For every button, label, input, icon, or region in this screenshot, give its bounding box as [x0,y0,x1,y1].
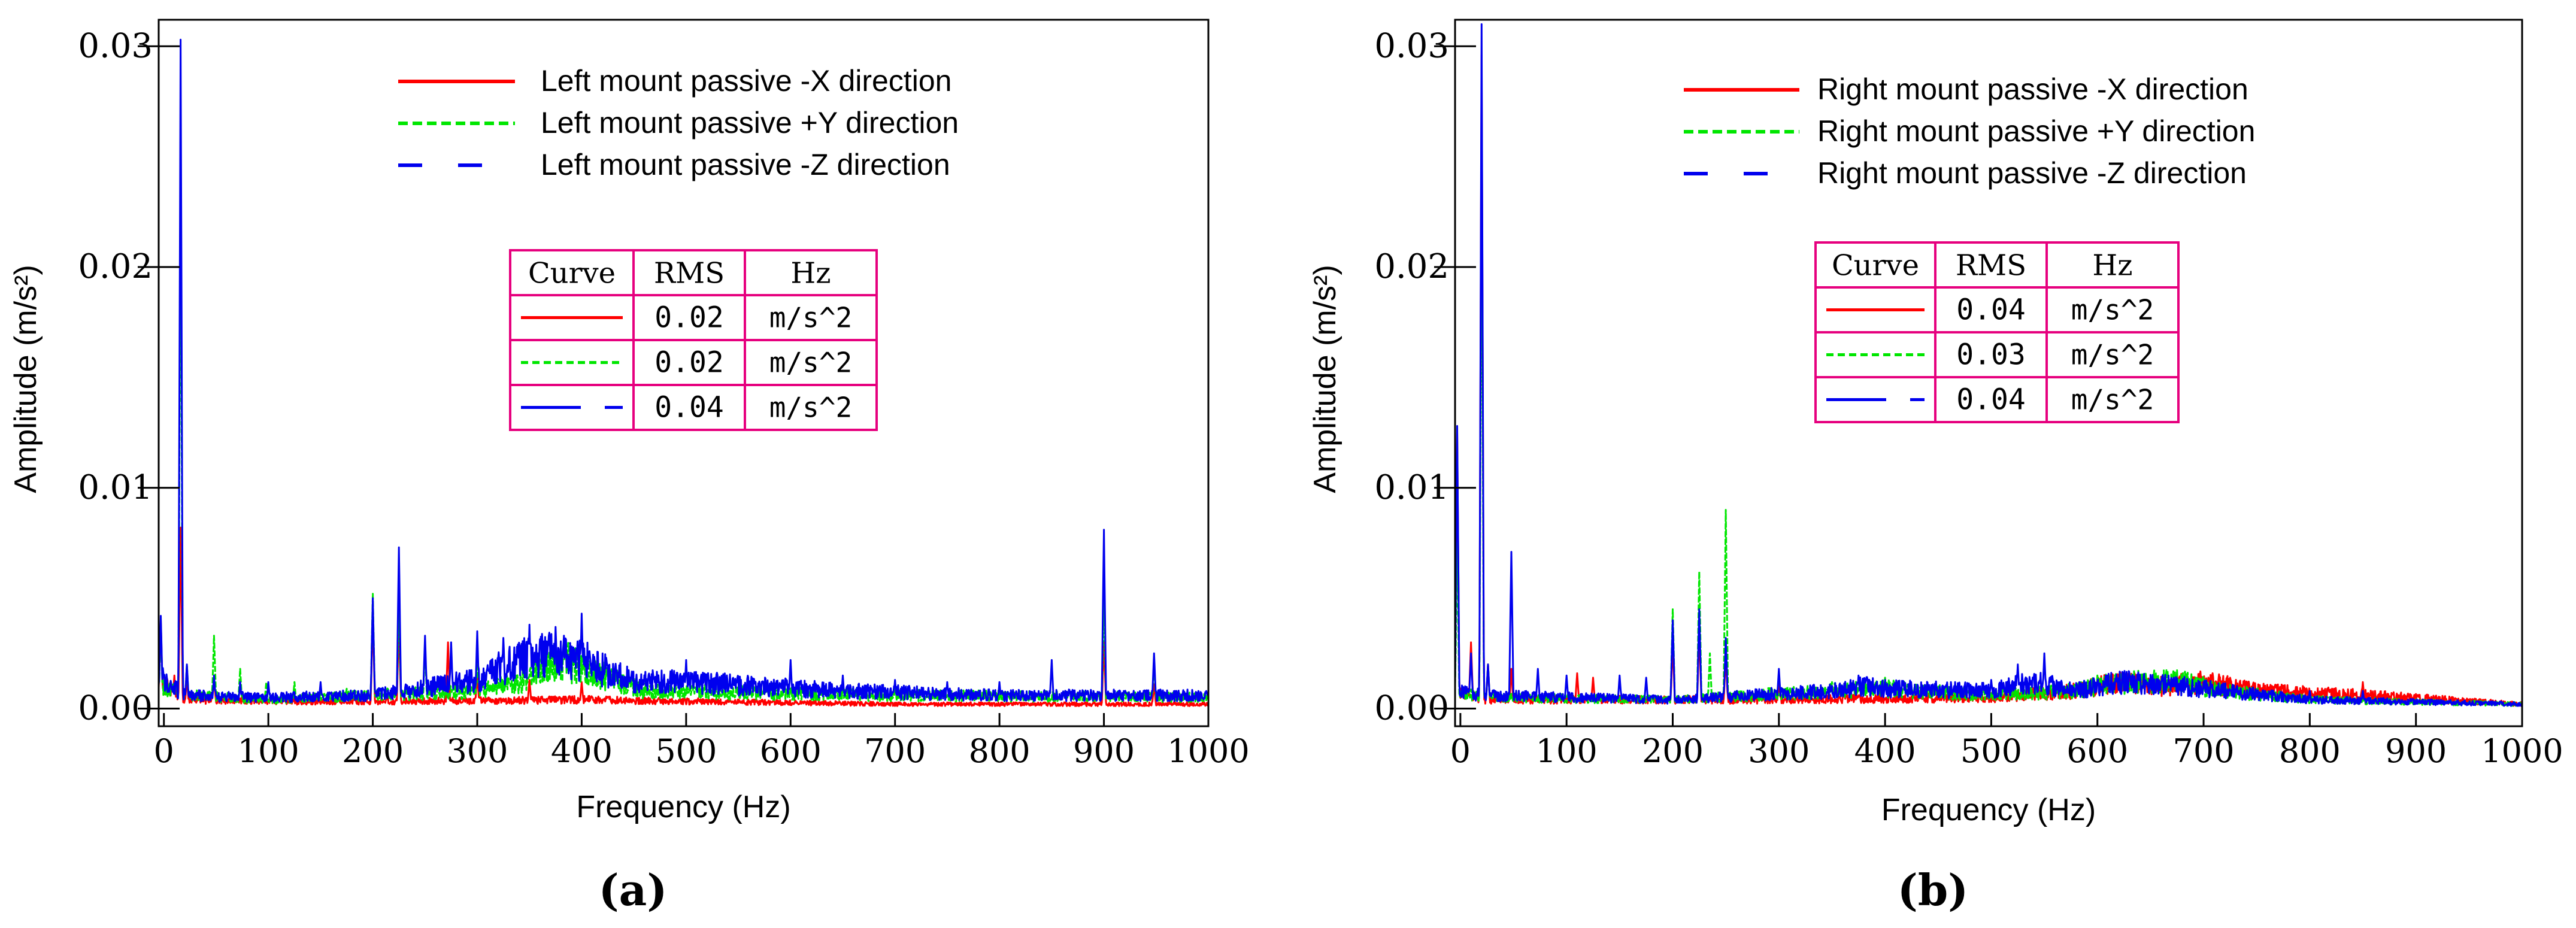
x-tick-label: 500 [655,732,717,770]
legend: Left mount passive -X direction Left moun… [398,64,959,181]
y-tick-label: 0.01 [78,468,153,507]
y-tick-label: 0.00 [1374,689,1449,728]
rms-table-header: RMS [654,257,725,290]
plot-frame [1454,19,2523,727]
rms-table-value: 0.04 [1956,293,2026,327]
panel-label: (b) [1898,865,1968,915]
x-tick-label: 200 [342,732,404,770]
x-tick-label: 700 [2173,732,2235,770]
y-axis-label: Amplitude (m/s²) [1308,265,1342,493]
x-tick-label: 0 [1450,732,1471,770]
x-tick-label: 100 [1536,732,1598,770]
chart-panel-a: 0 100 200 300 400 500 600 700 800 900 1000 0.00 0.01… [8,19,1250,915]
series-group [159,38,1208,707]
x-tick-label: 600 [2066,732,2128,770]
rms-table-unit: m/s^2 [769,347,852,379]
x-tick-label: 100 [238,732,299,770]
x-tick-label: 500 [1960,732,2022,770]
x-tick-label: 400 [1854,732,1916,770]
y-tick-label: 0.03 [78,26,153,65]
rms-table: Curve RMS Hz 0.04 m/s^2 0.03 m/s^2 0.04 m/s^2 [1814,241,2180,423]
x-tick-label: 1000 [1167,732,1249,770]
rms-table-header: Hz [2092,249,2132,283]
x-tick-label: 800 [2279,732,2341,770]
x-tick-label: 600 [760,732,822,770]
legend: Right mount passive -X direction Right mo… [1684,72,2255,190]
x-tick-label: 900 [2385,732,2447,770]
x-tick-label: 700 [864,732,926,770]
series-line-x [159,526,1208,707]
rms-table-header: RMS [1956,249,2026,283]
x-tick-label: 800 [969,732,1031,770]
legend-label: Left mount passive +Y direction [541,106,959,139]
legend-label: Left mount passive -X direction [541,64,951,98]
x-tick-label: 400 [551,732,613,770]
rms-table: Curve RMS Hz 0.02 m/s^2 0.02 m/s^2 0.04 m/s^2 [509,249,878,431]
y-tick-label: 0.03 [1374,26,1449,65]
rms-table-value: 0.04 [654,391,724,424]
y-tick-label: 0.00 [78,689,153,728]
plot-frame [157,19,1210,727]
series-line-y [159,189,1208,705]
legend-label: Right mount passive -X direction [1817,72,2248,106]
x-tick-label: 200 [1642,732,1704,770]
series-line-z [1455,23,2522,707]
rms-table-header: Curve [528,257,616,290]
rms-table-value: 0.03 [1956,338,2026,372]
series-group [1455,23,2522,707]
x-tick-label: 300 [1748,732,1810,770]
rms-table-unit: m/s^2 [2071,384,2154,416]
rms-table-unit: m/s^2 [2071,294,2154,326]
rms-table-unit: m/s^2 [2071,339,2154,371]
series-line-z [159,38,1208,703]
rms-table-header: Curve [1832,249,1919,283]
chart-panel-b: 0 100 200 300 400 500 600 700 800 900 1000 0.00 0.01… [1308,19,2563,915]
legend-label: Left mount passive -Z direction [541,148,950,181]
x-tick-label: 0 [154,732,174,770]
rms-table-value: 0.02 [654,301,724,335]
rms-table-header: Hz [790,257,831,290]
y-tick-label: 0.01 [1374,468,1449,507]
y-tick-label: 0.02 [78,247,153,286]
legend-label: Right mount passive +Y direction [1817,114,2255,148]
y-axis-label: Amplitude (m/s²) [8,265,43,493]
x-axis-label: Frequency (Hz) [1881,793,2096,827]
rms-table-unit: m/s^2 [769,302,852,334]
x-tick-label: 300 [446,732,508,770]
x-tick-label: 1000 [2481,732,2563,770]
rms-table-value: 0.02 [654,346,724,380]
y-tick-label: 0.02 [1374,247,1449,286]
rms-table-unit: m/s^2 [769,392,852,424]
legend-label: Right mount passive -Z direction [1817,156,2247,190]
x-axis-label: Frequency (Hz) [576,790,790,824]
panel-label: (a) [599,865,668,915]
rms-table-value: 0.04 [1956,383,2026,417]
x-tick-label: 900 [1073,732,1135,770]
